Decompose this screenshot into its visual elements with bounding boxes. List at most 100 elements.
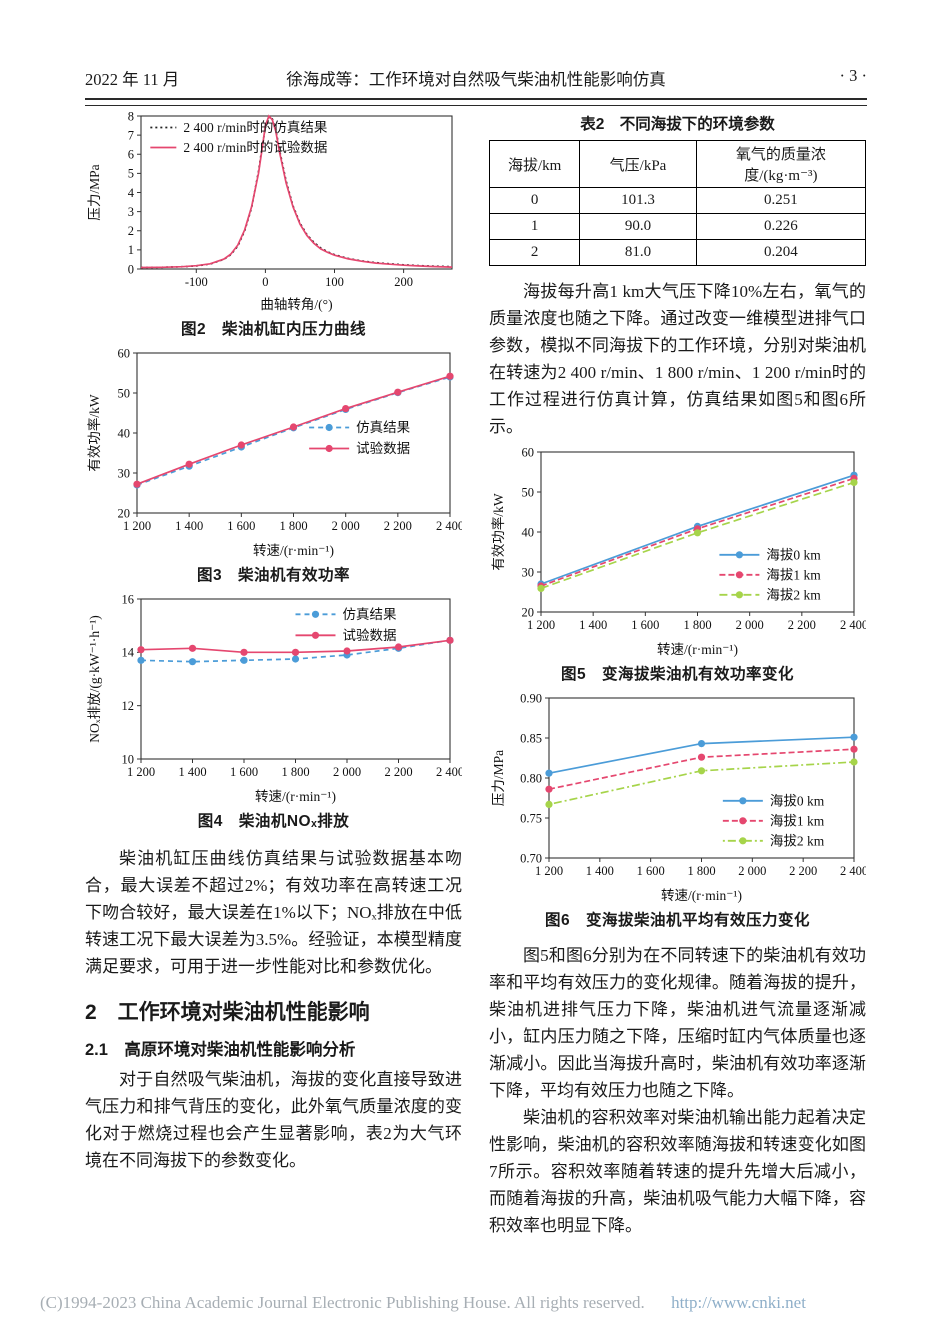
svg-text:1 400: 1 400: [175, 519, 203, 533]
svg-text:0: 0: [128, 262, 134, 276]
svg-text:200: 200: [394, 275, 413, 289]
svg-text:试验数据: 试验数据: [343, 628, 397, 643]
svg-text:转速/(r·min⁻¹): 转速/(r·min⁻¹): [661, 888, 742, 903]
paragraph-volumetric-efficiency: 柴油机的容积效率对柴油机输出能力起着决定性影响，柴油机的容积效率随海拔和转速变化…: [489, 1108, 866, 1235]
header-double-rule: [85, 98, 867, 106]
figure-2-caption: 图2 柴油机缸内压力曲线: [180, 321, 367, 338]
paragraph-altitude-intro: 对于自然吸气柴油机，海拔的变化直接导致进气压力和排气背压的变化，此外氧气质量浓度…: [85, 1070, 462, 1170]
svg-text:仿真结果: 仿真结果: [343, 607, 397, 622]
svg-text:2 200: 2 200: [384, 765, 412, 779]
svg-text:1 800: 1 800: [281, 765, 309, 779]
svg-text:2: 2: [128, 224, 134, 238]
svg-text:压力/MPa: 压力/MPa: [491, 750, 506, 806]
svg-text:2 400: 2 400: [840, 864, 866, 878]
svg-text:6: 6: [128, 148, 134, 162]
svg-text:10: 10: [122, 752, 135, 766]
table-row: 0 101.3 0.251: [488, 187, 867, 214]
paragraph-altitude-params: 海拔每升高1 km大气压下降10%左右，氧气的质量浓度也随之下降。通过改变一维模…: [489, 282, 866, 436]
figure-4-caption: 图4 柴油机NOₓ排放: [197, 813, 350, 830]
svg-text:2 200: 2 200: [384, 519, 412, 533]
svg-text:海拔0 km: 海拔0 km: [766, 547, 821, 562]
svg-text:压力/MPa: 压力/MPa: [87, 164, 102, 220]
svg-text:30: 30: [118, 466, 131, 480]
svg-text:2 400 r/min时的试验数据: 2 400 r/min时的试验数据: [183, 140, 327, 155]
page-footer: (C)1994-2023 China Academic Journal Elec…: [40, 1293, 806, 1313]
svg-text:0.90: 0.90: [520, 691, 542, 705]
svg-text:1 600: 1 600: [227, 519, 255, 533]
effective-power-chart: 1 200 1 400 1 600 1 800 2 000 2 200 2 400 20 30 4…: [86, 346, 462, 558]
figure-4: 1 200 1 400 1 600 1 800 2 000 2 200 2 400 10 12 1…: [85, 591, 462, 831]
svg-text:仿真结果: 仿真结果: [356, 420, 410, 435]
svg-text:1 200: 1 200: [127, 765, 155, 779]
svg-text:40: 40: [118, 426, 131, 440]
svg-text:20: 20: [522, 605, 535, 619]
altitude-pressure-chart: 1 200 1 400 1 600 1 800 2 000 2 200 2 400 0.70 0…: [491, 691, 866, 903]
svg-text:1 200: 1 200: [535, 864, 563, 878]
figure-3: 1 200 1 400 1 600 1 800 2 000 2 200 2 400 20 30 4…: [85, 345, 462, 585]
col-header-oxygen: 氧气的质量浓度/(kg·m⁻³): [695, 140, 867, 188]
svg-text:1 600: 1 600: [230, 765, 258, 779]
svg-text:20: 20: [118, 506, 131, 520]
svg-text:海拔2 km: 海拔2 km: [766, 587, 821, 602]
table-cell: 0.204: [695, 239, 867, 266]
svg-text:转速/(r·min⁻¹): 转速/(r·min⁻¹): [255, 789, 336, 804]
svg-text:2 000: 2 000: [738, 864, 766, 878]
issue-date: 2022 年 11 月: [85, 70, 180, 89]
svg-text:NOₓ排放/(g·kW⁻¹·h⁻¹): NOₓ排放/(g·kW⁻¹·h⁻¹): [87, 615, 102, 743]
svg-text:50: 50: [118, 386, 131, 400]
right-column: 表2 不同海拔下的环境参数 海拔/km 气压/kPa 氧气的质量浓度/(kg·m…: [488, 110, 867, 1239]
cnki-link[interactable]: http://www.cnki.net: [671, 1293, 806, 1312]
altitude-power-chart: 1 200 1 400 1 600 1 800 2 000 2 200 2 400 20 30 4…: [490, 445, 866, 657]
svg-text:1 200: 1 200: [527, 618, 555, 632]
paragraph-validation: 柴油机缸压曲线仿真结果与试验数据基本吻合，最大误差不超过2%；有效功率在高转速工…: [85, 849, 462, 976]
svg-text:7: 7: [128, 128, 134, 142]
col-header-altitude: 海拔/km: [488, 140, 581, 188]
svg-text:0.80: 0.80: [520, 771, 542, 785]
svg-text:转速/(r·min⁻¹): 转速/(r·min⁻¹): [657, 642, 738, 657]
figure-6-caption: 图6 变海拔柴油机平均有效压力变化: [544, 912, 811, 929]
svg-text:2 200: 2 200: [789, 864, 817, 878]
figure-5: 1 200 1 400 1 600 1 800 2 000 2 200 2 400 20 30 4…: [489, 444, 866, 684]
svg-text:1 800: 1 800: [683, 618, 711, 632]
svg-text:1 400: 1 400: [178, 765, 206, 779]
svg-text:曲轴转角/(°): 曲轴转角/(°): [260, 297, 332, 312]
svg-text:有效功率/kW: 有效功率/kW: [86, 394, 102, 472]
svg-text:2 000: 2 000: [333, 765, 361, 779]
svg-text:8: 8: [128, 110, 134, 123]
svg-text:1: 1: [128, 243, 134, 257]
table-cell: 0.251: [695, 187, 867, 214]
svg-text:-100: -100: [185, 275, 208, 289]
svg-text:60: 60: [522, 445, 535, 459]
svg-text:转速/(r·min⁻¹): 转速/(r·min⁻¹): [253, 543, 334, 558]
figure-6: 1 200 1 400 1 600 1 800 2 000 2 200 2 400 0.70 0…: [489, 690, 866, 930]
svg-text:5: 5: [128, 167, 134, 181]
svg-text:2 000: 2 000: [736, 618, 764, 632]
table-cell: 101.3: [579, 187, 697, 214]
svg-text:14: 14: [122, 646, 135, 660]
table-cell: 81.0: [579, 239, 697, 266]
svg-text:3: 3: [128, 205, 134, 219]
svg-text:1 600: 1 600: [637, 864, 665, 878]
svg-text:4: 4: [128, 186, 135, 200]
svg-text:1 600: 1 600: [631, 618, 659, 632]
nox-emission-chart: 1 200 1 400 1 600 1 800 2 000 2 200 2 400 10 12 1…: [87, 592, 462, 804]
svg-text:0.85: 0.85: [520, 731, 542, 745]
svg-text:试验数据: 试验数据: [356, 441, 410, 456]
svg-text:海拔2 km: 海拔2 km: [770, 833, 825, 848]
svg-text:100: 100: [325, 275, 344, 289]
svg-text:0.75: 0.75: [520, 811, 542, 825]
table-cell: 0.226: [695, 213, 867, 240]
svg-text:1 800: 1 800: [279, 519, 307, 533]
svg-text:海拔0 km: 海拔0 km: [770, 793, 825, 808]
section-2-heading: 2 工作环境对柴油机性能影响: [85, 1001, 370, 1024]
svg-text:16: 16: [122, 592, 135, 606]
svg-text:50: 50: [522, 485, 535, 499]
table-2-caption: 表2 不同海拔下的环境参数: [580, 116, 775, 133]
cylinder-pressure-chart: -100 0 100 200 0 1 2 3 4 5 6 7 8 曲轴转角/(°) 压力/MPa 2 400 …: [87, 110, 453, 312]
table-row: 1 90.0 0.226: [488, 213, 867, 240]
table-cell: 0: [488, 187, 581, 214]
svg-text:0: 0: [262, 275, 268, 289]
table-cell: 2: [488, 239, 581, 266]
svg-text:1 400: 1 400: [579, 618, 607, 632]
environment-parameters-table: 海拔/km 气压/kPa 氧气的质量浓度/(kg·m⁻³) 0 101.3 0.…: [488, 140, 867, 266]
